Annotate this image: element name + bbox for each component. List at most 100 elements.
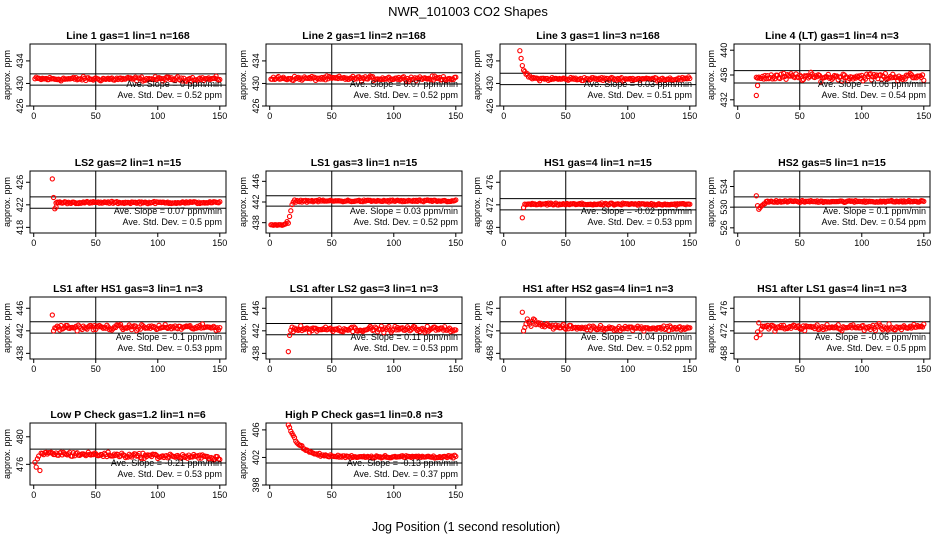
data-points — [32, 73, 223, 84]
y-axis-label: approx. ppm — [472, 50, 482, 100]
data-point — [877, 72, 884, 78]
std-annotation: Ave. Std. Dev. = 0.52 ppm — [354, 90, 458, 100]
data-point — [759, 73, 766, 80]
data-point — [34, 456, 41, 462]
y-tick-label: 446 — [251, 174, 261, 189]
x-tick-label: 0 — [735, 111, 740, 121]
x-tick-label: 0 — [31, 364, 36, 374]
data-point — [453, 74, 459, 80]
plot-frame — [29, 422, 227, 486]
y-tick-label: 446 — [15, 301, 25, 316]
data-points — [753, 193, 927, 212]
std-annotation: Ave. Std. Dev. = 0.53 ppm — [354, 343, 458, 353]
panel-2: Line 2 gas=1 lin=2 n=168 0 50 100 150 426 430 4… — [238, 30, 463, 121]
data-point — [381, 329, 387, 336]
data-point — [839, 78, 845, 84]
y-tick-label: 440 — [719, 43, 729, 58]
data-point — [217, 199, 223, 205]
data-point — [814, 322, 820, 328]
y-tick-label: 418 — [15, 220, 25, 235]
y-tick-label: 406 — [251, 422, 261, 437]
panel-10: LS1 after LS2 gas=3 lin=1 n=3 0 50 100 150 43… — [238, 283, 463, 374]
y-tick-label: 438 — [15, 346, 25, 361]
y-tick-label: 534 — [719, 179, 729, 194]
data-point — [182, 454, 188, 461]
data-point — [285, 349, 291, 355]
data-point — [450, 328, 456, 334]
data-point — [519, 309, 525, 315]
y-tick-label: 468 — [485, 220, 495, 235]
data-points — [519, 309, 693, 334]
x-tick-label: 150 — [212, 111, 227, 121]
panel-title: HS1 after HS2 gas=4 lin=1 n=3 — [523, 283, 674, 295]
data-point — [53, 204, 59, 210]
plot-frame — [265, 422, 463, 486]
plot-frame — [29, 43, 227, 107]
data-point — [854, 73, 860, 79]
data-point — [32, 459, 38, 465]
std-annotation: Ave. Std. Dev. = 0.37 ppm — [354, 469, 458, 479]
x-tick-label: 100 — [150, 490, 165, 500]
slope-annotation: Ave. Slope = -0.1 ppm/min — [116, 332, 222, 342]
x-tick-label: 50 — [91, 111, 101, 121]
y-axis-label: approx. ppm — [472, 177, 482, 227]
y-tick-label: 476 — [485, 301, 495, 316]
std-annotation: Ave. Std. Dev. = 0.53 ppm — [118, 469, 222, 479]
x-tick-label: 150 — [916, 238, 931, 248]
std-annotation: Ave. Std. Dev. = 0.5 ppm — [827, 343, 926, 353]
x-tick-label: 50 — [795, 364, 805, 374]
x-tick-label: 50 — [327, 111, 337, 121]
x-tick-label: 150 — [916, 364, 931, 374]
x-tick-label: 50 — [327, 364, 337, 374]
data-point — [908, 71, 915, 78]
y-tick-label: 430 — [485, 76, 495, 91]
data-point — [453, 197, 459, 203]
data-point — [36, 453, 42, 459]
data-point — [138, 456, 145, 462]
panel-title: Line 2 gas=1 lin=2 n=168 — [302, 30, 426, 42]
x-tick-label: 100 — [150, 364, 165, 374]
std-annotation: Ave. Std. Dev. = 0.52 ppm — [588, 343, 692, 353]
data-point — [217, 456, 223, 463]
panel-title: High P Check gas=1 lin=0.8 n=3 — [285, 409, 443, 421]
data-point — [528, 323, 534, 329]
x-tick-label: 50 — [561, 238, 571, 248]
data-point — [654, 78, 661, 84]
y-tick-label: 468 — [719, 346, 729, 361]
x-tick-label: 50 — [561, 364, 571, 374]
x-tick-label: 0 — [31, 111, 36, 121]
y-axis-label: approx. ppm — [2, 429, 12, 479]
panel-5: LS2 gas=2 lin=1 n=15 0 50 100 150 418 422 426ap… — [2, 157, 227, 248]
y-tick-label: 472 — [485, 323, 495, 338]
data-point — [346, 76, 352, 82]
y-tick-label: 442 — [15, 323, 25, 338]
panel-title: Line 4 (LT) gas=1 lin=4 n=3 — [765, 30, 899, 42]
data-points — [268, 73, 459, 84]
x-tick-label: 100 — [620, 238, 635, 248]
x-tick-label: 0 — [267, 111, 272, 121]
y-tick-label: 398 — [251, 477, 261, 492]
data-point — [519, 215, 525, 221]
panel-9: LS1 after HS1 gas=3 lin=1 n=3 0 50 100 150 43… — [2, 283, 227, 374]
slope-annotation: Ave. Slope = 0.03 ppm/min — [584, 79, 692, 89]
data-point — [453, 327, 459, 333]
y-axis-label: approx. ppm — [238, 303, 248, 353]
y-axis-label: approx. ppm — [706, 303, 716, 353]
y-axis-label: approx. ppm — [706, 177, 716, 227]
panel-title: LS1 gas=3 lin=1 n=15 — [311, 157, 418, 169]
data-point — [524, 316, 530, 322]
data-point — [50, 328, 57, 334]
data-point — [289, 201, 295, 208]
x-tick-label: 50 — [91, 490, 101, 500]
data-point — [824, 322, 830, 328]
data-point — [129, 327, 135, 333]
std-annotation: Ave. Std. Dev. = 0.53 ppm — [118, 343, 222, 353]
x-tick-label: 50 — [795, 111, 805, 121]
x-tick-label: 100 — [386, 238, 401, 248]
data-point — [290, 199, 296, 205]
data-point — [74, 328, 80, 334]
slope-annotation: Ave. Slope = 0.11 ppm/min — [351, 332, 458, 342]
data-point — [820, 326, 826, 333]
data-point — [529, 318, 535, 324]
plot-frame — [265, 43, 463, 107]
